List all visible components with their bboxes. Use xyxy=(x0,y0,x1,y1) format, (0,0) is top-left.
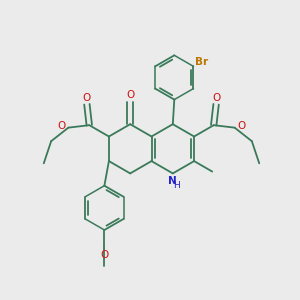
Text: O: O xyxy=(58,121,66,131)
Text: O: O xyxy=(126,91,134,100)
Text: O: O xyxy=(212,93,220,103)
Text: Br: Br xyxy=(195,57,208,67)
Text: H: H xyxy=(173,181,180,190)
Text: O: O xyxy=(100,250,109,260)
Text: O: O xyxy=(83,93,91,103)
Text: O: O xyxy=(237,121,245,131)
Text: N: N xyxy=(168,176,177,186)
